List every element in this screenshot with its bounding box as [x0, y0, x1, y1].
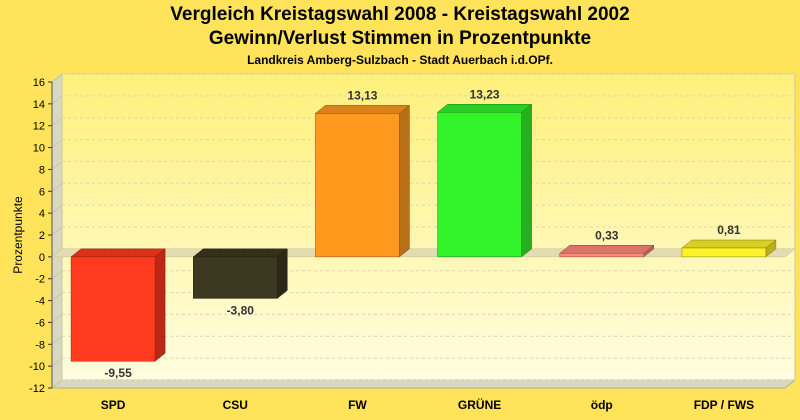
gridline-depth	[51, 73, 63, 83]
gridline-depth	[51, 270, 63, 280]
gridline-depth	[51, 161, 63, 170]
gridline-depth	[51, 204, 63, 214]
bar	[193, 256, 278, 299]
gridline-depth	[51, 292, 63, 301]
bar-side	[154, 248, 166, 362]
bar-side	[399, 104, 410, 258]
data-label: 13,23	[470, 87, 500, 101]
bar	[559, 253, 644, 258]
gridline-depth	[51, 357, 63, 367]
bar-top	[681, 239, 777, 249]
y-tick-label: -6	[35, 317, 45, 329]
data-label: 0,81	[717, 223, 741, 237]
y-tick-label: 0	[39, 252, 45, 264]
y-tick-label: 12	[33, 121, 45, 133]
bar	[437, 112, 522, 258]
y-tick-label: 2	[39, 230, 45, 242]
plot-floor	[50, 379, 797, 389]
y-axis-label: Prozentpunkte	[11, 196, 25, 274]
x-tick-label: GRÜNE	[458, 397, 501, 412]
bar	[315, 113, 400, 258]
bar	[681, 247, 767, 258]
y-tick-label: 4	[39, 208, 45, 220]
y-tick-label: 6	[39, 186, 45, 198]
y-tick-label: -12	[29, 383, 45, 395]
bar-top	[436, 104, 533, 113]
gridline-depth	[51, 379, 63, 389]
y-tick-label: 14	[33, 99, 45, 111]
chart-subsubtitle: Landkreis Amberg-Sulzbach - Stadt Auerba…	[247, 53, 553, 67]
gridline-depth	[51, 335, 63, 345]
gridline-depth	[51, 139, 63, 148]
bar-top	[314, 105, 411, 114]
bar-top	[192, 248, 288, 258]
gridline-depth	[51, 182, 63, 192]
y-tick-label: 8	[39, 164, 45, 176]
gridline-depth	[51, 95, 63, 105]
y-tick-label: 10	[33, 143, 45, 155]
bar-top	[70, 248, 166, 258]
data-label: -9,55	[104, 366, 132, 380]
data-label: -3,80	[227, 303, 255, 317]
x-tick-label: FDP / FWS	[694, 398, 754, 412]
y-tick-label: -10	[29, 361, 45, 373]
bar-side	[521, 103, 532, 258]
y-tick-label: -2	[35, 274, 45, 286]
x-tick-label: SPD	[101, 398, 126, 412]
y-tick-label: 16	[33, 77, 45, 89]
x-tick-label: CSU	[223, 398, 248, 412]
y-tick-label: -4	[35, 296, 45, 308]
gridline-depth	[51, 314, 63, 323]
y-tick-label: -8	[35, 339, 45, 351]
bar	[70, 256, 156, 362]
chart-title: Vergleich Kreistagswahl 2008 - Kreistags…	[170, 4, 630, 25]
chart-subtitle: Gewinn/Verlust Stimmen in Prozentpunkte	[208, 28, 592, 49]
gridline-depth	[51, 226, 63, 236]
gridline-depth	[51, 117, 63, 127]
x-tick-label: FW	[348, 398, 367, 412]
data-label: 13,13	[347, 88, 377, 102]
data-label: 0,33	[595, 228, 619, 242]
x-tick-label: ödp	[591, 398, 613, 412]
bar-top	[559, 245, 655, 254]
bar-side	[277, 248, 288, 299]
